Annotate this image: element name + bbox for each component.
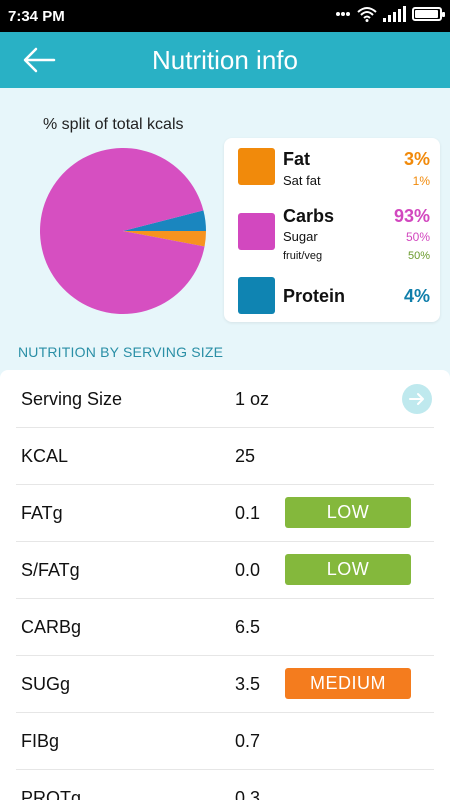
table-row: FATg 0.1 LOW [16, 484, 434, 542]
nutrient-name: KCAL [21, 446, 69, 466]
signal-icon [383, 6, 406, 22]
nutrient-value: 0.3 [235, 788, 261, 800]
pie-slice-carbs [39, 148, 205, 315]
protein-percent: 4% [403, 286, 430, 306]
nutrient-value: 3.5 [235, 674, 261, 694]
pie-slice-fat [123, 231, 206, 247]
nutrient-name: Serving Size [21, 389, 123, 409]
nutrient-value: 0.7 [235, 731, 261, 751]
carbs-swatch [238, 213, 275, 250]
battery-icon [412, 7, 445, 21]
level-badge: MEDIUM [285, 668, 411, 699]
protein-label: Protein [283, 286, 346, 306]
carbs-percent: 93% [393, 206, 430, 226]
carbs-label: Carbs [283, 206, 335, 226]
status-time: 7:34 PM [8, 8, 65, 25]
page-title: Nutrition info [152, 45, 298, 75]
level-badge: LOW [285, 497, 411, 528]
table-row: S/FATg 0.0 LOW [16, 541, 434, 599]
nutrient-value: 25 [235, 446, 256, 466]
table-row: PROTg 0.3 [16, 769, 434, 800]
status-bar: 7:34 PM [0, 0, 450, 32]
nutrient-value: 0.1 [235, 503, 261, 523]
arrow-right-icon [409, 393, 424, 405]
nutrient-name: S/FATg [21, 560, 80, 580]
nutrition-table: Serving Size 1 oz KCAL 25 FATg 0.1 LOW S/FATg 0.… [0, 370, 450, 800]
table-row[interactable]: Serving Size 1 oz [16, 370, 434, 428]
dots-icon [336, 12, 350, 16]
sat-fat-label: Sat fat [283, 173, 321, 188]
arrow-left-icon [23, 47, 56, 73]
back-button[interactable] [22, 46, 56, 74]
nutrient-name: SUGg [21, 674, 71, 694]
sugar-percent: 50% [405, 230, 430, 244]
level-badge: LOW [285, 554, 411, 585]
nutrient-name: FATg [21, 503, 63, 523]
app-bar: Nutrition info [0, 32, 450, 88]
sat-fat-percent: 1% [412, 174, 430, 188]
serving-size-button[interactable] [402, 384, 432, 414]
legend-card: Fat 3% Sat fat 1% Carbs 93% Sugar 50% fr… [224, 138, 440, 322]
chart-title: % split of total kcals [43, 116, 184, 133]
kcal-pie-chart [39, 148, 206, 315]
sugar-label: Sugar [283, 229, 318, 244]
fruit-veg-percent: 50% [407, 250, 430, 262]
section-title: NUTRITION BY SERVING SIZE [18, 344, 224, 360]
wifi-icon [357, 7, 377, 22]
fat-percent: 3% [403, 149, 430, 169]
fat-swatch [238, 148, 275, 185]
nutrient-value: 1 oz [235, 389, 270, 409]
table-row: FIBg 0.7 [16, 712, 434, 770]
fat-label: Fat [283, 149, 310, 169]
nutrient-name: CARBg [21, 617, 82, 637]
nutrient-name: FIBg [21, 731, 60, 751]
table-row: CARBg 6.5 [16, 598, 434, 656]
pie-slice-protein [123, 210, 206, 231]
table-row: SUGg 3.5 MEDIUM [16, 655, 434, 713]
fruit-veg-label: fruit/veg [283, 250, 323, 262]
table-row: KCAL 25 [16, 427, 434, 485]
nutrient-value: 6.5 [235, 617, 261, 637]
protein-swatch [238, 277, 275, 314]
status-icons [335, 6, 445, 22]
nutrient-value: 0.0 [235, 560, 261, 580]
nutrient-name: PROTg [21, 788, 82, 800]
